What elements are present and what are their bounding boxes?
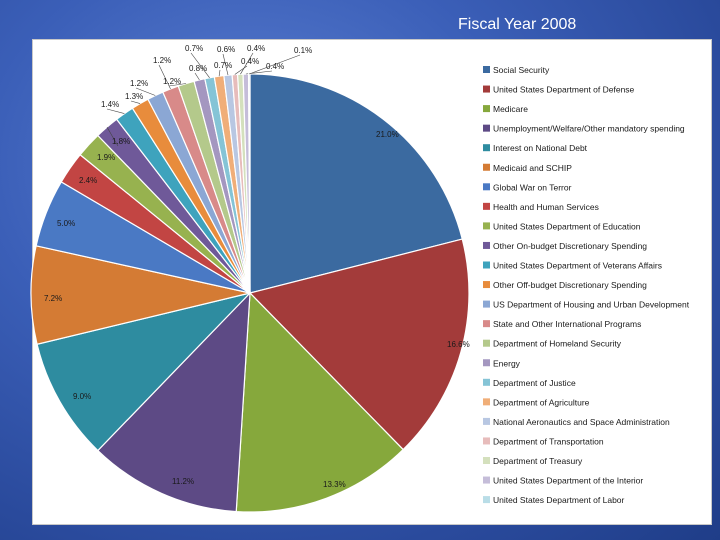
legend-swatch <box>483 457 490 464</box>
data-label: 1.4% <box>101 100 119 109</box>
data-label: 9.0% <box>73 392 91 401</box>
leader-line <box>130 100 141 104</box>
slide-title: Fiscal Year 2008 <box>458 16 577 33</box>
legend-swatch <box>483 222 490 230</box>
data-label: 13.3% <box>323 480 346 489</box>
data-label: 5.0% <box>57 219 75 228</box>
data-label: 16.6% <box>447 340 470 349</box>
legend-entry: Energy <box>493 358 521 368</box>
data-label: 0.1% <box>294 46 312 55</box>
legend-swatch <box>483 85 490 93</box>
legend-swatch <box>483 124 490 132</box>
pie-slice <box>30 245 251 345</box>
leader-line <box>240 52 254 75</box>
legend-swatch <box>483 281 490 289</box>
pie-slice <box>248 238 470 451</box>
legend-entry: United States Department of Labor <box>493 495 625 505</box>
pie-slice <box>235 291 404 513</box>
pie-slice <box>97 291 251 513</box>
legend-swatch <box>483 359 490 367</box>
legend-swatch <box>483 378 490 386</box>
legend-entry: United States Department of Veterans Aff… <box>493 261 662 271</box>
legend-swatch <box>483 66 490 73</box>
legend-entry: Other Off-budget Discretionary Spending <box>493 280 647 290</box>
data-label: 7.2% <box>44 294 62 303</box>
legend-swatch <box>483 417 490 425</box>
legend-entry: Medicaid and SCHIP <box>493 163 572 173</box>
leader-line <box>218 69 221 77</box>
legend-swatch <box>483 202 490 210</box>
data-label: 1.2% <box>153 56 171 65</box>
data-label: 1.3% <box>125 92 143 101</box>
legend-entry: Medicare <box>493 104 528 114</box>
data-label: 11.2% <box>172 477 194 486</box>
legend-entry: Department of Justice <box>493 378 576 388</box>
data-label: 21.0% <box>376 130 399 139</box>
legend-swatch <box>483 320 490 328</box>
legend-entry: Other On-budget Discretionary Spending <box>493 241 647 251</box>
legend-entry: US Department of Housing and Urban Devel… <box>493 300 690 310</box>
data-label: 0.4% <box>266 62 284 71</box>
leader-line <box>234 65 248 75</box>
leader-line <box>106 126 119 147</box>
legend-swatch <box>483 300 490 308</box>
legend-entry: Department of Agriculture <box>493 397 590 407</box>
legend-entry: Department of Homeland Security <box>493 339 622 349</box>
legend-swatch <box>483 105 490 113</box>
legend-entry: National Aeronautics and Space Administr… <box>493 417 670 427</box>
leader-line <box>106 108 125 114</box>
data-label: 0.4% <box>241 57 259 66</box>
legend-entry: Global War on Terror <box>493 182 572 192</box>
legend-entry: Unemployment/Welfare/Other mandatory spe… <box>493 124 685 134</box>
leader-line <box>168 83 187 87</box>
legend-swatch <box>483 261 490 269</box>
legend-entry: Department of Treasury <box>493 456 583 466</box>
data-label: 0.6% <box>217 45 235 54</box>
legend-swatch <box>483 476 490 484</box>
data-label: 0.8% <box>189 64 207 73</box>
data-label: 2.4% <box>79 176 97 185</box>
legend-entry: United States Department of Education <box>493 221 641 231</box>
legend-swatch <box>483 183 490 191</box>
legend-entry: United States Department of Defense <box>493 85 635 95</box>
legend-swatch <box>483 398 490 406</box>
leader-line <box>249 54 301 75</box>
legend-swatch <box>483 241 490 249</box>
legend-swatch <box>483 496 490 504</box>
data-label: 0.7% <box>214 61 232 70</box>
legend-entry: Interest on National Debt <box>493 143 588 153</box>
data-label: 0.7% <box>185 44 203 53</box>
legend-entry: Health and Human Services <box>493 202 599 212</box>
leader-line <box>158 64 171 90</box>
leader-line <box>222 53 229 76</box>
pie-slice <box>249 73 463 294</box>
data-label: 1.2% <box>163 77 181 86</box>
data-label: 1.9% <box>97 153 115 162</box>
legend-entry: United States Department of the Interior <box>493 476 643 486</box>
legend-swatch <box>483 437 490 445</box>
legend-swatch <box>483 339 490 347</box>
legend-swatch <box>483 144 490 152</box>
data-label: 1.8% <box>112 137 130 146</box>
legend-entry: Social Security <box>493 65 550 75</box>
leader-line <box>190 52 210 78</box>
legend-swatch <box>483 163 490 171</box>
leader-line <box>194 72 200 81</box>
data-label: 0.4% <box>247 44 265 53</box>
leader-line <box>135 87 156 96</box>
pie-slice <box>36 291 252 452</box>
data-label: 1.2% <box>130 79 148 88</box>
legend-entry: Department of Transportation <box>493 436 604 446</box>
legend-entry: State and Other International Programs <box>493 319 641 329</box>
